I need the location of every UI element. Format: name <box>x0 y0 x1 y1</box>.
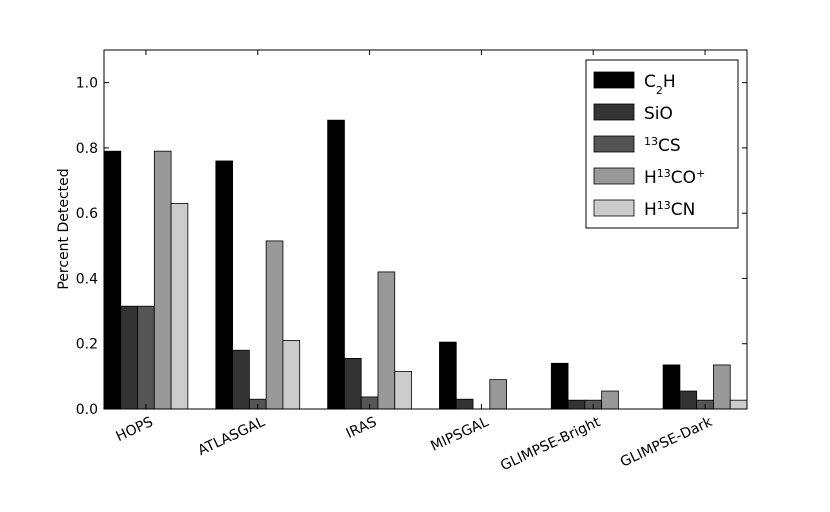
bar <box>153 150 172 410</box>
legend-entry: C2H <box>644 72 676 97</box>
bars-group <box>103 119 748 410</box>
bar <box>679 390 698 410</box>
bar <box>344 358 362 410</box>
y-tick-label: 0.2 <box>76 337 98 353</box>
bar <box>170 202 189 410</box>
legend-entry: SiO <box>644 104 673 124</box>
bar <box>567 399 586 410</box>
legend-entry: 13CS <box>644 135 681 157</box>
bar <box>550 362 569 410</box>
y-axis-label: Percent Detected <box>56 168 72 289</box>
legend-entry: H13CN <box>644 199 695 221</box>
y-axis: 0.0 0.2 0.4 0.6 0.8 1.0 <box>76 76 747 418</box>
bar <box>455 398 474 410</box>
bar <box>282 340 301 410</box>
bar <box>662 364 681 410</box>
y-tick-label: 0.0 <box>76 402 98 418</box>
bar <box>232 349 250 410</box>
bar <box>729 399 748 410</box>
bar <box>377 271 396 410</box>
x-tick-label: MIPSGAL <box>428 414 491 455</box>
bar <box>137 305 155 410</box>
bar <box>327 119 345 410</box>
y-tick-label: 1.0 <box>76 76 98 92</box>
legend-swatch <box>593 199 635 217</box>
x-tick-label: ATLASGAL <box>196 414 268 459</box>
bar <box>103 150 122 410</box>
bar <box>489 379 507 410</box>
bar <box>215 160 234 410</box>
y-tick-label: 0.8 <box>76 141 98 157</box>
bar <box>439 341 457 410</box>
x-tick-label: GLIMPSE-Dark <box>618 414 716 471</box>
x-tick-label: IRAS <box>344 414 380 442</box>
plot-frame <box>103 49 748 410</box>
bar <box>265 240 284 410</box>
bar <box>713 364 731 410</box>
legend-entry: H13CO+ <box>644 167 705 189</box>
legend-swatch <box>593 103 635 121</box>
x-tick-label: GLIMPSE-Bright <box>498 414 603 474</box>
legend-swatch <box>593 167 635 185</box>
legend-swatch <box>593 71 635 89</box>
y-tick-label: 0.4 <box>76 271 98 287</box>
x-tick-label: HOPS <box>114 414 156 445</box>
bar <box>120 305 138 410</box>
bar <box>601 390 619 410</box>
legend-swatch <box>593 135 635 153</box>
legend: C2H SiO 13CS H13CO+ H13CN <box>585 59 739 229</box>
bar <box>394 371 412 410</box>
y-tick-label: 0.6 <box>76 206 98 222</box>
